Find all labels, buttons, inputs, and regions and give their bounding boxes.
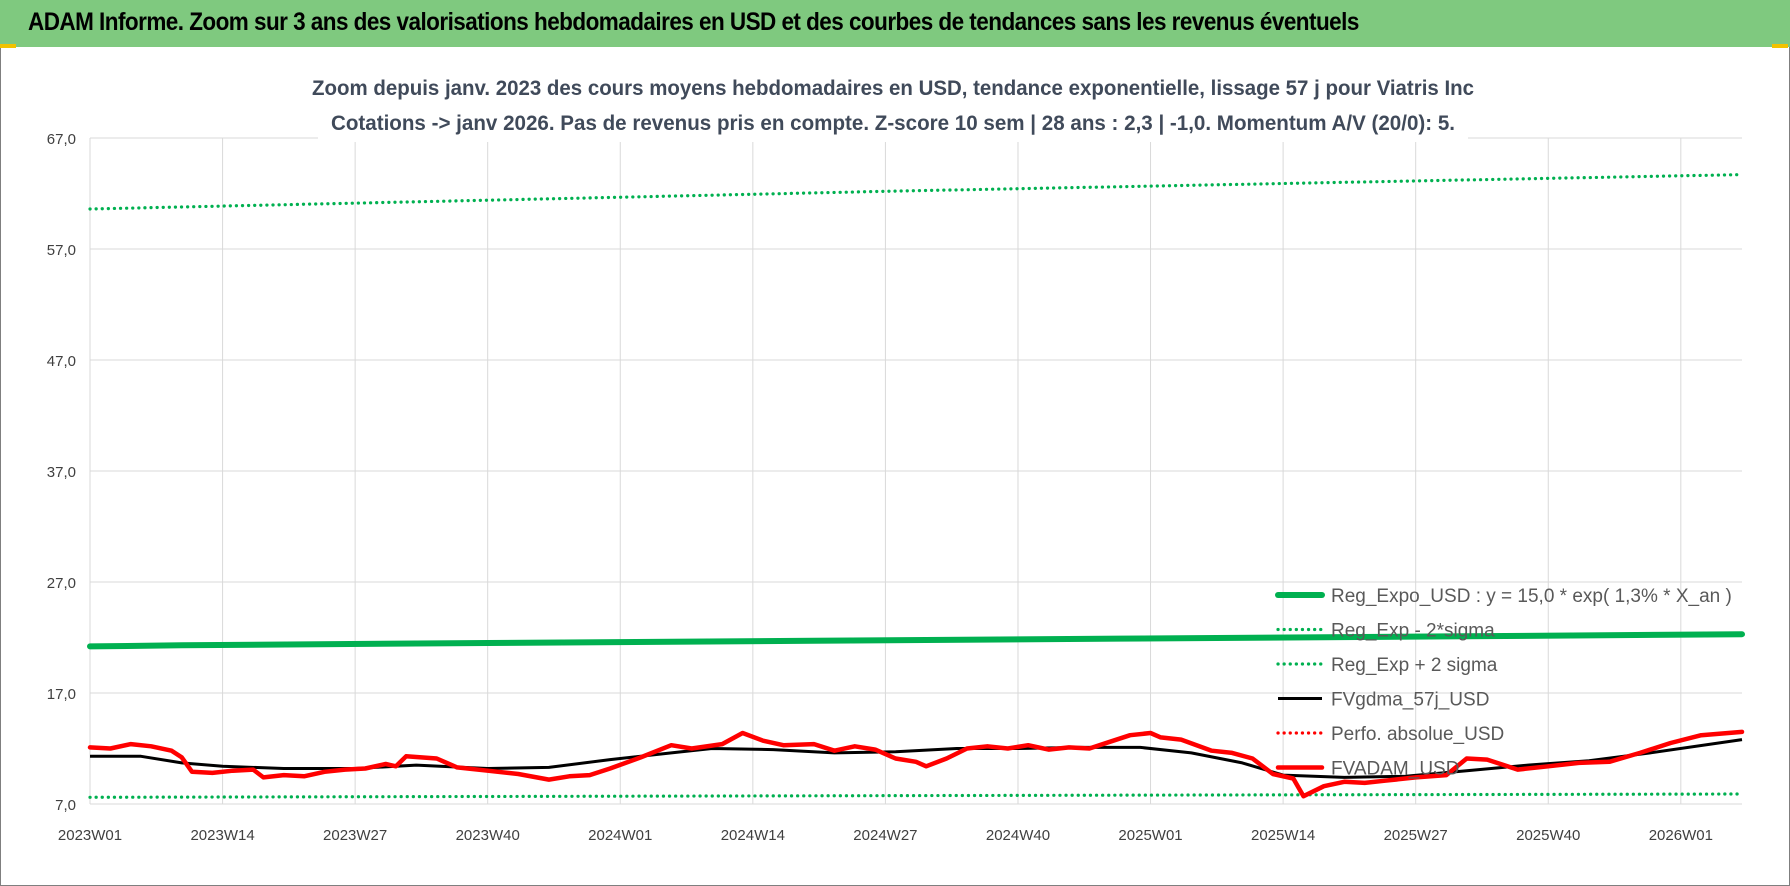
chart-grid bbox=[89, 137, 1742, 805]
chart-title-line-1: Zoom depuis janv. 2023 des cours moyens … bbox=[312, 77, 1474, 100]
x-tick-label: 2024W01 bbox=[588, 827, 652, 844]
series-line-1 bbox=[88, 792, 1744, 799]
chart-legend: Reg_Expo_USD : y = 15,0 * exp( 1,3% * X_… bbox=[1275, 586, 1732, 780]
x-tick-label: 2025W40 bbox=[1516, 827, 1580, 844]
corner-marker-top-left bbox=[0, 44, 16, 48]
series-line-2 bbox=[88, 173, 1744, 211]
x-tick-label: 2026W01 bbox=[1649, 827, 1713, 844]
y-tick-label: 57,0 bbox=[47, 242, 76, 259]
x-tick-label: 2025W27 bbox=[1384, 827, 1448, 844]
chart-title: Zoom depuis janv. 2023 des cours moyens … bbox=[312, 66, 1474, 142]
series-lines bbox=[87, 173, 1745, 799]
y-tick-label: 67,0 bbox=[47, 131, 76, 148]
x-tick-label: 2024W40 bbox=[986, 827, 1050, 844]
x-tick-label: 2023W01 bbox=[58, 827, 122, 844]
y-tick-label: 7,0 bbox=[55, 797, 76, 814]
x-tick-label: 2023W40 bbox=[456, 827, 520, 844]
x-tick-label: 2023W27 bbox=[323, 827, 387, 844]
x-tick-label: 2025W01 bbox=[1118, 827, 1182, 844]
x-tick-label: 2025W14 bbox=[1251, 827, 1315, 844]
series-line-5 bbox=[87, 729, 1745, 799]
y-axis: 7,0 17,0 27,0 37,0 47,0 57,0 67,0 bbox=[47, 131, 76, 814]
chart-title-line-2: Cotations -> janv 2026. Pas de revenus p… bbox=[331, 112, 1455, 135]
series-line-0 bbox=[87, 631, 1745, 650]
corner-marker-top-right bbox=[1772, 44, 1788, 48]
report-banner: ADAM Informe. Zoom sur 3 ans des valoris… bbox=[0, 0, 1790, 47]
legend-label: Reg_Expo_USD : y = 15,0 * exp( 1,3% * X_… bbox=[1331, 586, 1732, 607]
x-tick-label: 2023W14 bbox=[190, 827, 254, 844]
x-tick-label: 2024W14 bbox=[721, 827, 785, 844]
x-tick-label: 2024W27 bbox=[853, 827, 917, 844]
legend-label: Reg_Exp + 2 sigma bbox=[1331, 655, 1498, 676]
y-tick-label: 27,0 bbox=[47, 575, 76, 592]
x-axis: 2023W01 2023W14 2023W27 2023W40 2024W01 2024W… bbox=[58, 827, 1713, 844]
legend-label: FVADAM_USD bbox=[1331, 759, 1459, 780]
y-tick-label: 47,0 bbox=[47, 353, 76, 370]
legend-label: Perfo. absolue_USD bbox=[1331, 724, 1504, 745]
y-tick-label: 17,0 bbox=[47, 686, 76, 703]
report-title: ADAM Informe. Zoom sur 3 ans des valoris… bbox=[28, 8, 1359, 36]
legend-label: Reg_Exp - 2*sigma bbox=[1331, 621, 1495, 642]
y-tick-label: 37,0 bbox=[47, 464, 76, 481]
chart-title-background bbox=[318, 66, 1468, 142]
legend-label: FVgdma_57j_USD bbox=[1331, 690, 1489, 711]
